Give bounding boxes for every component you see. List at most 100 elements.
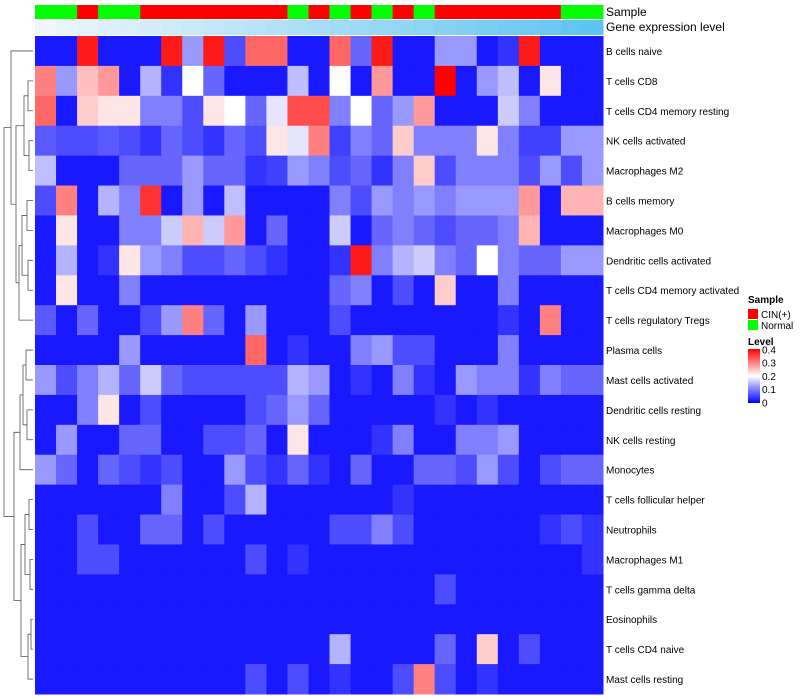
heatmap-cell [350, 664, 373, 695]
heatmap-cell [539, 245, 562, 276]
heatmap-cell [329, 185, 352, 216]
heatmap-cells [35, 36, 604, 695]
heatmap-cell [77, 305, 99, 336]
heatmap-cell [287, 424, 309, 456]
row-label: Dendritic cells resting [606, 406, 701, 417]
heatmap-cell [35, 335, 57, 366]
heatmap-cell [182, 394, 204, 426]
heatmap-cell [203, 544, 225, 575]
heatmap-cell [476, 275, 499, 306]
heatmap-cell [161, 36, 183, 67]
heatmap-cell [266, 514, 288, 545]
heatmap-cell [392, 335, 415, 366]
heatmap-cell [161, 215, 183, 246]
heatmap-cell [329, 305, 352, 336]
sample-cell [455, 5, 478, 19]
row-label: T cells follicular helper [606, 496, 705, 507]
heatmap-cell [161, 65, 183, 97]
heatmap-cell [35, 574, 57, 605]
heatmap-cell [77, 245, 99, 276]
heatmap-cell [161, 394, 183, 426]
heatmap-cell [203, 185, 225, 216]
heatmap-cell [56, 365, 78, 396]
heatmap-cell [413, 95, 436, 127]
row-label: NK cells resting [606, 436, 675, 447]
heatmap-cell [371, 215, 394, 246]
heatmap-cell [476, 36, 499, 67]
heatmap-cell [56, 514, 78, 545]
heatmap-cell [434, 544, 457, 575]
heatmap-cell [434, 454, 457, 486]
heatmap-cell [203, 574, 225, 605]
heatmap-cell [434, 305, 457, 336]
heatmap-cell [413, 664, 436, 695]
heatmap-cell [392, 634, 415, 665]
heatmap-cell [392, 484, 415, 516]
heatmap-cell [308, 634, 331, 665]
heatmap-cell [203, 305, 225, 336]
sample-cell [266, 5, 288, 19]
heatmap-cell [56, 155, 78, 187]
heatmap-cell [161, 664, 183, 695]
expression-cell [392, 20, 415, 35]
heatmap-cell [518, 275, 541, 306]
heatmap-cell [392, 574, 415, 605]
row-label: Monocytes [606, 466, 654, 477]
heatmap-cell [77, 634, 99, 665]
heatmap-cell [77, 664, 99, 695]
heatmap-cell [245, 484, 267, 516]
heatmap-cell [560, 634, 583, 665]
heatmap-cell [350, 484, 373, 516]
heatmap-cell [35, 454, 57, 486]
heatmap-cell [140, 155, 162, 187]
heatmap-cell [371, 245, 394, 276]
heatmap-cell [308, 215, 331, 246]
heatmap-cell [203, 125, 225, 157]
heatmap-cell [518, 394, 541, 426]
legend-level-tick: 0 [762, 398, 768, 409]
heatmap-cell [182, 604, 204, 635]
heatmap-cell [581, 634, 604, 665]
heatmap-cell [77, 215, 99, 246]
heatmap-cell [518, 664, 541, 695]
heatmap-cell [56, 454, 78, 486]
dendrogram-branch [29, 559, 33, 590]
heatmap-cell [98, 394, 120, 426]
heatmap-cell [245, 155, 267, 187]
heatmap-cell [560, 544, 583, 575]
heatmap-cell [119, 125, 141, 157]
heatmap-cell [497, 305, 520, 336]
heatmap-cell [98, 245, 120, 276]
heatmap-cell [203, 394, 225, 426]
heatmap-cell [350, 65, 373, 97]
heatmap-cell [434, 185, 457, 216]
heatmap-cell [476, 365, 499, 396]
heatmap-cell [476, 335, 499, 366]
heatmap-cell [182, 155, 204, 187]
heatmap-cell [182, 514, 204, 545]
heatmap-cell [224, 185, 246, 216]
heatmap-cell [476, 155, 499, 187]
heatmap-cell [350, 125, 373, 157]
sample-cell [560, 5, 583, 19]
heatmap-cell [455, 394, 478, 426]
heatmap-cell [182, 275, 204, 306]
heatmap-cell [329, 36, 352, 67]
heatmap-cell [329, 424, 352, 456]
heatmap-cell [98, 95, 120, 127]
heatmap-cell [245, 65, 267, 97]
heatmap-cell [329, 604, 352, 635]
heatmap-cell [413, 544, 436, 575]
heatmap-cell [497, 245, 520, 276]
heatmap-cell [350, 365, 373, 396]
heatmap-cell [182, 544, 204, 575]
heatmap-cell [56, 215, 78, 246]
heatmap-cell [518, 335, 541, 366]
heatmap-cell [35, 305, 57, 336]
heatmap-cell [350, 335, 373, 366]
row-label: T cells CD4 memory resting [606, 107, 729, 118]
heatmap-cell [413, 424, 436, 456]
heatmap-cell [308, 125, 331, 157]
heatmap-cell [392, 514, 415, 545]
heatmap-cell [35, 155, 57, 187]
